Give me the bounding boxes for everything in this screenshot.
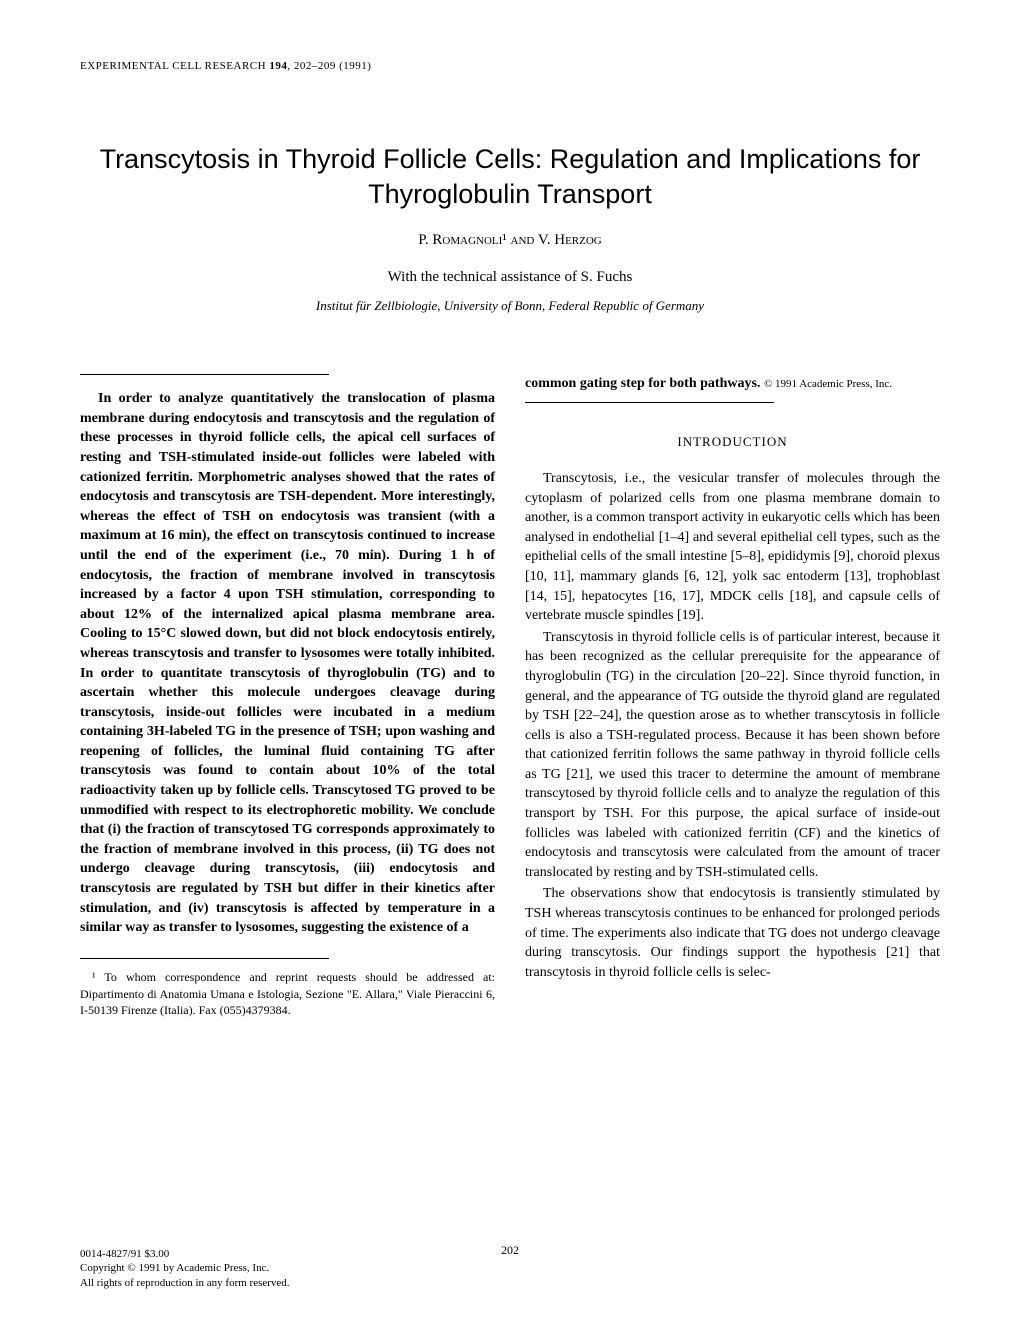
- journal-header: EXPERIMENTAL CELL RESEARCH 194, 202–209 …: [80, 60, 940, 72]
- inline-copyright: © 1991 Academic Press, Inc.: [764, 378, 892, 390]
- abstract-divider: [80, 374, 329, 375]
- introduction-text: Transcytosis, i.e., the vesicular transf…: [525, 469, 940, 982]
- copyright-line: Copyright © 1991 by Academic Press, Inc.: [80, 1261, 940, 1275]
- article-title: Transcytosis in Thyroid Follicle Cells: …: [80, 142, 940, 212]
- correspondence-footnote: ¹ To whom correspondence and reprint req…: [80, 969, 495, 1019]
- rights-line: All rights of reproduction in any form r…: [80, 1276, 940, 1290]
- left-column: In order to analyze quantitatively the t…: [80, 374, 495, 1019]
- right-divider: [525, 402, 774, 403]
- abstract-continuation: common gating step for both pathways.: [525, 376, 760, 391]
- footnote-divider: [80, 958, 329, 959]
- introduction-heading: INTRODUCTION: [525, 433, 940, 451]
- journal-year: (1991): [339, 60, 371, 72]
- content-columns: In order to analyze quantitatively the t…: [80, 374, 940, 1019]
- journal-volume: 194: [269, 60, 287, 72]
- right-column: common gating step for both pathways. © …: [525, 374, 940, 1019]
- page-footer: 0014-4827/91 $3.00 Copyright © 1991 by A…: [80, 1247, 940, 1290]
- journal-name: EXPERIMENTAL CELL RESEARCH: [80, 60, 266, 72]
- intro-paragraph-2: Transcytosis in thyroid follicle cells i…: [525, 628, 940, 883]
- affiliation: Institut für Zellbiologie, University of…: [80, 298, 940, 314]
- intro-paragraph-3: The observations show that endocytosis i…: [525, 884, 940, 982]
- page-number: 202: [80, 1243, 940, 1258]
- technical-assistance: With the technical assistance of S. Fuch…: [80, 269, 940, 286]
- journal-pages: 202–209: [294, 60, 336, 72]
- authors: P. Romagnoli¹ and V. Herzog: [80, 232, 940, 249]
- abstract-continuation-line: common gating step for both pathways. © …: [525, 374, 940, 394]
- intro-paragraph-1: Transcytosis, i.e., the vesicular transf…: [525, 469, 940, 626]
- abstract-text: In order to analyze quantitatively the t…: [80, 389, 495, 938]
